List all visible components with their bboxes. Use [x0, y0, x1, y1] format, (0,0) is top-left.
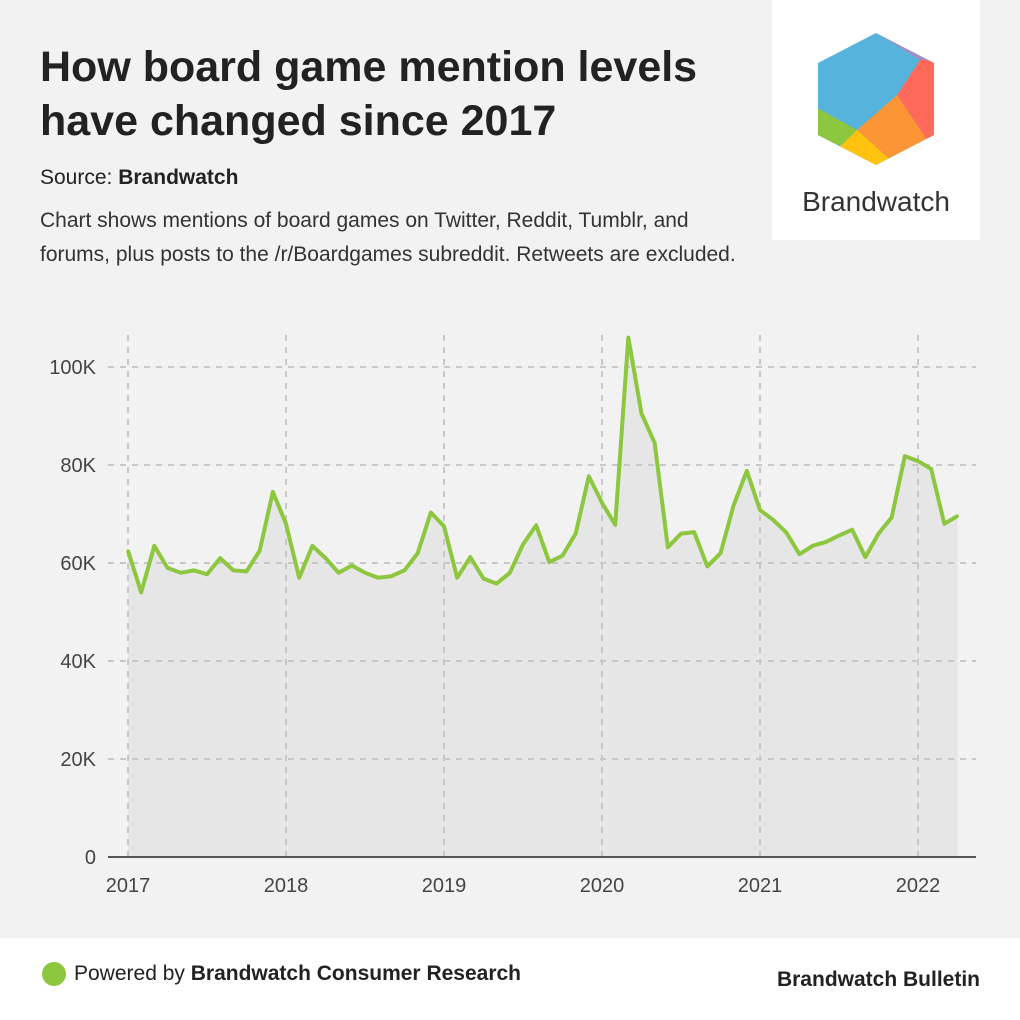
x-tick-label: 2020 [580, 875, 625, 897]
data-point [337, 571, 341, 575]
data-point [429, 511, 433, 515]
data-point [692, 530, 696, 534]
powered-prefix: Powered by [74, 962, 191, 985]
logo-text: Brandwatch [802, 186, 950, 217]
data-point [824, 540, 828, 544]
hexagon-logo-icon [818, 33, 934, 165]
data-point [547, 560, 551, 564]
data-point [679, 532, 683, 536]
powered-by: Powered by Brandwatch Consumer Research [74, 962, 521, 986]
data-point [587, 474, 591, 478]
y-tick-label: 20K [60, 749, 96, 771]
data-point [798, 552, 801, 556]
data-point [310, 544, 314, 548]
data-point [877, 532, 880, 536]
data-point [245, 569, 248, 573]
data-point [653, 441, 657, 445]
source-line: Source: Brandwatch [40, 166, 238, 190]
y-tick-label: 100K [49, 357, 96, 379]
x-tick-label: 2022 [896, 875, 941, 897]
data-point [890, 515, 894, 519]
data-point [468, 555, 472, 559]
area-fill [128, 337, 958, 858]
data-point [705, 564, 709, 568]
x-tick-label: 2019 [422, 875, 467, 897]
data-point [403, 568, 406, 572]
data-point [574, 532, 578, 536]
data-point [363, 571, 367, 575]
data-point [561, 554, 564, 558]
data-point [863, 555, 867, 559]
data-point [350, 563, 354, 567]
y-tick-label: 60K [60, 553, 96, 575]
data-point [389, 574, 393, 578]
data-point [666, 545, 670, 549]
data-point [732, 503, 736, 507]
data-point [495, 582, 499, 586]
chart-description: Chart shows mentions of board games on T… [40, 209, 736, 266]
data-point [929, 467, 933, 471]
data-point [811, 544, 815, 548]
y-tick-label: 0 [85, 847, 96, 869]
data-point [521, 542, 525, 546]
data-point [758, 508, 762, 512]
data-point [179, 571, 183, 575]
y-tick-label: 80K [60, 455, 96, 477]
data-point [231, 568, 235, 572]
data-point [613, 523, 617, 527]
page-title: How board game mention levels have chang… [40, 43, 698, 145]
y-tick-label: 40K [60, 651, 96, 673]
data-point [916, 459, 920, 463]
data-point [297, 576, 301, 580]
data-point [482, 577, 485, 581]
footer: Powered by Brandwatch Consumer Research … [0, 938, 1020, 1020]
data-point [640, 412, 643, 416]
data-point [956, 514, 959, 518]
data-point [205, 572, 209, 576]
x-tick-label: 2021 [738, 875, 783, 897]
data-point [152, 544, 156, 548]
series-line-mentions [126, 335, 959, 595]
data-point [942, 522, 946, 526]
powered-name: Brandwatch Consumer Research [190, 962, 522, 985]
data-point [455, 576, 459, 580]
data-point [771, 518, 775, 522]
data-point [258, 549, 262, 553]
data-point [719, 551, 722, 555]
data-point [139, 590, 143, 594]
data-point [416, 551, 420, 555]
data-point [218, 556, 222, 560]
data-point [534, 523, 538, 527]
source-name: Brandwatch [118, 166, 239, 189]
data-point [376, 576, 380, 580]
data-point [745, 469, 749, 473]
data-point [284, 522, 288, 526]
x-tick-label: 2018 [264, 875, 309, 897]
source-label: Source: [40, 166, 113, 189]
data-point [271, 490, 275, 494]
data-point [166, 566, 169, 570]
data-point [508, 571, 512, 575]
data-point [903, 454, 907, 458]
data-point [626, 336, 630, 340]
data-point [837, 534, 841, 538]
data-point [126, 549, 130, 553]
bulletin-label: Brandwatch Bulletin [776, 968, 980, 991]
line-chart: 0 20K 40K 60K 80K 100K 2017 2018 2019 2020 2021 202… [49, 335, 976, 897]
data-point [324, 556, 327, 560]
x-tick-label: 2017 [106, 875, 151, 897]
data-point [784, 531, 788, 535]
data-point [850, 528, 854, 532]
data-point [600, 501, 604, 505]
data-point [192, 568, 196, 572]
brandwatch-logo: Brandwatch [772, 0, 980, 240]
green-dot-icon [42, 962, 66, 986]
data-point [442, 524, 446, 528]
